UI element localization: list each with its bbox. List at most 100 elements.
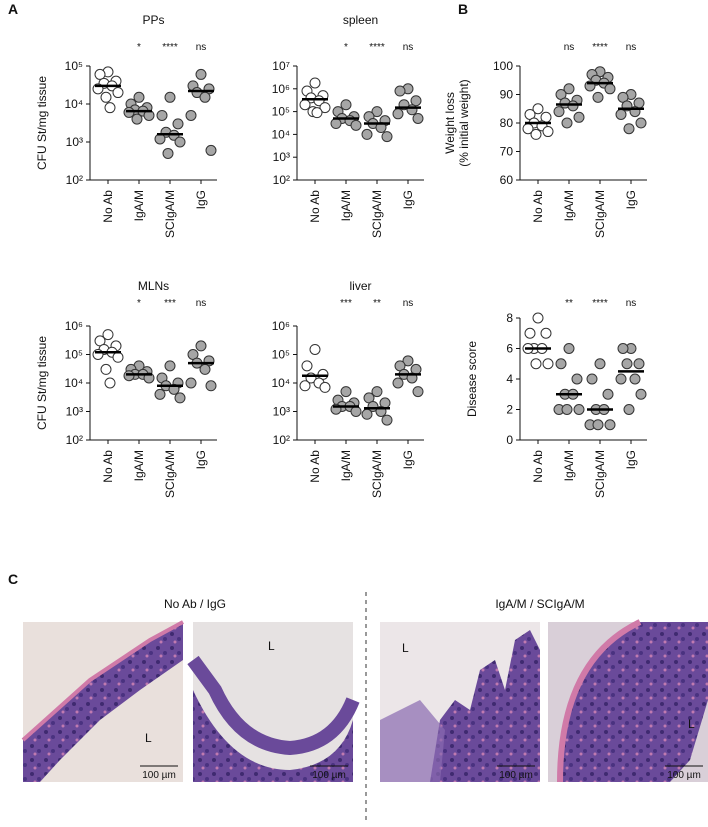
- x-tick-label: IgA/M: [562, 190, 576, 221]
- y-tick-label: 10⁴: [271, 127, 290, 141]
- data-point: [555, 358, 567, 370]
- data-point: [542, 358, 554, 370]
- data-point: [100, 91, 112, 103]
- data-point: [330, 118, 342, 130]
- scale-bar-label: 100 µm: [312, 770, 346, 781]
- data-point: [571, 373, 583, 385]
- y-tick-label: 60: [500, 173, 514, 187]
- y-tick-label: 80: [500, 116, 514, 130]
- y-tick-label: 10⁵: [65, 59, 83, 73]
- y-tick-label: 10⁶: [272, 82, 290, 96]
- data-point: [164, 91, 176, 103]
- data-point: [623, 404, 635, 415]
- data-point: [133, 91, 145, 103]
- data-point: [629, 373, 641, 385]
- data-point: [392, 377, 404, 389]
- data-point: [592, 419, 604, 431]
- data-point: [361, 128, 373, 140]
- significance-label: ns: [403, 42, 414, 53]
- lumen-label: L: [688, 717, 695, 731]
- data-point: [195, 68, 207, 80]
- significance-label: ns: [196, 42, 207, 53]
- significance-label: ****: [592, 42, 608, 53]
- data-point: [112, 87, 124, 99]
- y-tick-label: 10⁶: [272, 319, 290, 333]
- significance-label: ****: [162, 42, 178, 53]
- data-point: [615, 108, 627, 120]
- lumen-label: L: [268, 639, 275, 653]
- data-point: [530, 128, 542, 140]
- significance-label: ns: [626, 298, 637, 309]
- data-point: [104, 102, 116, 114]
- y-tick-label: 10⁴: [271, 376, 290, 390]
- data-point: [205, 380, 217, 392]
- significance-label: ns: [564, 42, 575, 53]
- histology-image: [21, 620, 184, 782]
- data-point: [319, 102, 331, 114]
- data-point: [112, 351, 124, 363]
- chart-title: liver: [349, 279, 371, 293]
- data-point: [635, 117, 647, 129]
- data-point: [185, 377, 197, 389]
- y-axis-label: Disease score: [465, 341, 479, 417]
- x-tick-label: IgA/M: [339, 190, 353, 221]
- data-point: [524, 327, 536, 339]
- data-point: [410, 95, 422, 107]
- chart-title: spleen: [343, 13, 378, 27]
- significance-label: ***: [164, 298, 176, 309]
- data-point: [340, 386, 352, 398]
- significance-label: ns: [196, 298, 207, 309]
- data-point: [299, 380, 311, 392]
- data-point: [412, 112, 424, 124]
- data-point: [319, 381, 331, 393]
- x-tick-label: No Ab: [101, 450, 115, 483]
- significance-label: **: [565, 298, 573, 309]
- y-tick-label: 10⁵: [272, 105, 290, 119]
- x-tick-label: No Ab: [101, 190, 115, 223]
- significance-label: ns: [626, 42, 637, 53]
- data-point: [123, 370, 135, 382]
- data-point: [602, 388, 614, 400]
- data-point: [635, 388, 647, 400]
- y-tick-label: 8: [506, 311, 513, 325]
- significance-label: **: [373, 298, 381, 309]
- panel-label: C: [8, 571, 18, 587]
- data-point: [102, 329, 114, 341]
- x-tick-label: IgG: [401, 190, 415, 209]
- y-tick-label: 10³: [66, 405, 83, 419]
- data-point: [633, 358, 645, 370]
- data-point: [164, 360, 176, 372]
- data-point: [540, 327, 552, 339]
- chart-title: PPs: [142, 13, 164, 27]
- x-tick-label: SCIgA/M: [593, 450, 607, 498]
- x-tick-label: No Ab: [308, 450, 322, 483]
- group-label: IgA/M / SCIgA/M: [495, 597, 584, 611]
- data-point: [195, 340, 207, 352]
- data-point: [621, 358, 633, 370]
- y-axis-label: Weight loss: [443, 92, 457, 154]
- data-point: [617, 343, 629, 354]
- data-point: [299, 99, 311, 111]
- y-tick-label: 70: [500, 145, 514, 159]
- significance-label: *: [137, 42, 141, 53]
- y-tick-label: 10⁷: [272, 59, 290, 73]
- lumen-label: L: [145, 731, 152, 745]
- data-point: [311, 107, 323, 119]
- data-point: [563, 83, 575, 95]
- data-point: [174, 136, 186, 148]
- y-tick-label: 10⁴: [64, 376, 83, 390]
- x-tick-label: IgG: [624, 190, 638, 209]
- data-point: [100, 363, 112, 375]
- chart-title: MLNs: [138, 279, 169, 293]
- data-point: [542, 126, 554, 138]
- data-point: [532, 103, 544, 115]
- y-tick-label: 10⁴: [64, 97, 83, 111]
- data-point: [309, 343, 321, 355]
- data-point: [561, 117, 573, 129]
- data-point: [104, 377, 116, 389]
- y-tick-label: 100: [493, 59, 513, 73]
- data-point: [371, 386, 383, 398]
- x-tick-label: IgG: [194, 450, 208, 469]
- data-point: [604, 83, 616, 95]
- data-point: [563, 343, 575, 354]
